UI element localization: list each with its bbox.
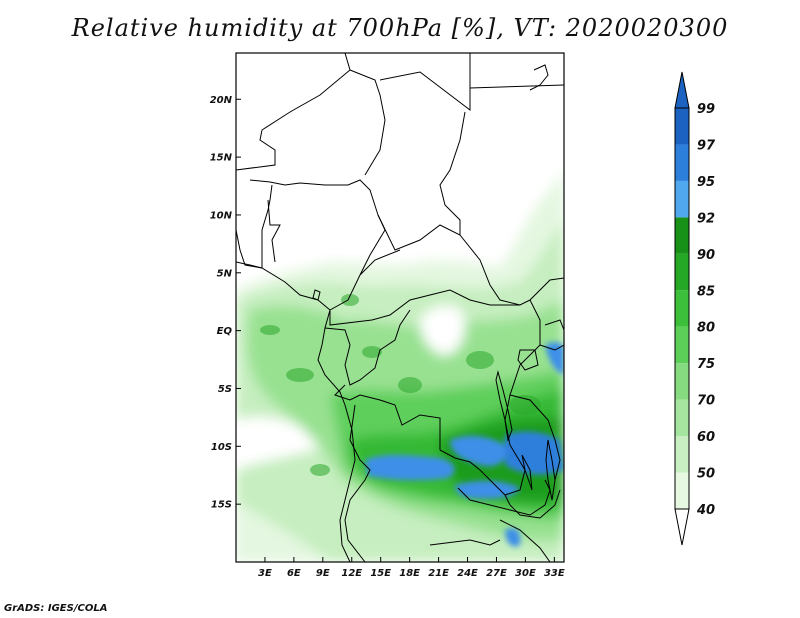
colorbar-label: 97 <box>697 138 716 153</box>
colorbar-top-arrow <box>674 71 690 109</box>
colorbar-label: 99 <box>697 102 715 117</box>
colorbar-segment <box>675 144 689 181</box>
colorbar-label: 75 <box>697 357 715 372</box>
colorbar-segment <box>675 399 689 437</box>
colorbar-label: 40 <box>696 503 715 518</box>
colorbar-segment <box>675 472 689 509</box>
colorbar-segment <box>675 436 689 473</box>
lon-tick-label: 18E <box>399 568 420 579</box>
colorbar-label: 92 <box>697 211 715 226</box>
colorbar-segment <box>675 253 689 291</box>
plot-frame <box>235 52 565 563</box>
lon-tick-label: 30E <box>515 568 536 579</box>
map-title: Relative humidity at 700hPa [%], VT: 202… <box>71 14 729 42</box>
colorbar-label: 85 <box>697 284 715 299</box>
grads-credit: GrADS: IGES/COLA <box>4 603 108 614</box>
colorbar-label: 50 <box>697 467 715 482</box>
colorbar: 40 50 60 70 75 80 85 90 92 95 97 99 <box>674 71 716 546</box>
colorbar-segment <box>675 180 689 218</box>
longitude-axis: 3E 6E 9E 12E 15E 18E 21E 24E 27E 30E 33E <box>258 557 565 579</box>
colorbar-segment <box>675 363 689 400</box>
lon-tick-label: 9E <box>316 568 330 579</box>
colorbar-label: 90 <box>697 248 715 263</box>
lon-tick-label: 3E <box>258 568 272 579</box>
lat-tick-label: 15S <box>211 500 232 511</box>
colorbar-segment <box>675 326 689 364</box>
lat-tick-label: 5S <box>218 384 232 395</box>
colorbar-bottom-arrow <box>674 508 690 546</box>
country-borders <box>236 53 564 562</box>
humidity-field <box>236 170 564 562</box>
lon-tick-label: 6E <box>287 568 301 579</box>
colorbar-label: 80 <box>697 321 715 336</box>
lat-tick-label: EQ <box>217 326 233 337</box>
lon-tick-label: 15E <box>370 568 391 579</box>
colorbar-label: 95 <box>697 175 715 190</box>
lon-tick-label: 12E <box>341 568 362 579</box>
colorbar-segment <box>675 217 689 254</box>
colorbar-label: 70 <box>697 394 715 409</box>
colorbar-label: 60 <box>697 430 715 445</box>
colorbar-segment <box>675 290 689 327</box>
lat-tick-label: 15N <box>210 153 233 164</box>
lat-tick-label: 10N <box>210 210 233 221</box>
lon-tick-label: 24E <box>457 568 478 579</box>
lat-tick-label: 10S <box>211 442 232 453</box>
lon-tick-label: 27E <box>486 568 507 579</box>
lon-tick-label: 33E <box>544 568 565 579</box>
lat-tick-label: 20N <box>210 95 233 106</box>
latitude-axis: 20N 15N 10N 5N EQ 5S 10S 15S <box>210 95 241 511</box>
lat-tick-label: 5N <box>217 268 233 279</box>
colorbar-segment <box>675 108 689 145</box>
lon-tick-label: 21E <box>428 568 449 579</box>
